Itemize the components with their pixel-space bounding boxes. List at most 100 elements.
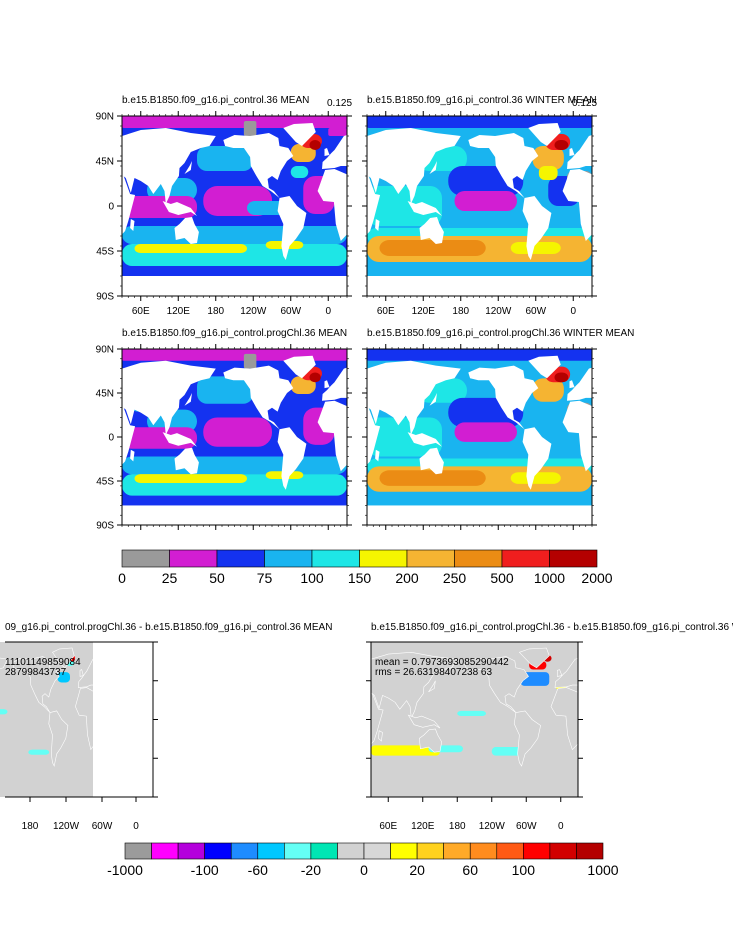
landmass: [322, 135, 347, 169]
landmass: [371, 779, 578, 797]
x-tick-label: 60E: [379, 821, 397, 832]
concentration-zone: [454, 191, 517, 211]
concentration-zone: [510, 242, 561, 254]
x-tick-label: 60W: [516, 821, 537, 832]
landmass: [567, 367, 592, 401]
colorbar-label: 150: [348, 570, 372, 586]
concentration-zone: [510, 472, 561, 484]
landmass: [375, 449, 380, 462]
mean-label-5: mean = 0.7973693085290442: [375, 657, 509, 668]
colorbar-difference: -1000 -100 -60 -20 0 20 60 100 1000: [107, 842, 619, 878]
colorbar-swatch: [406, 549, 455, 568]
rms-label-5: rms = 26.63198407238 63: [375, 667, 492, 678]
landmass: [419, 217, 444, 244]
x-tick-label: 60E: [377, 306, 395, 317]
colorbar-swatch: [177, 842, 205, 860]
landmass: [75, 687, 93, 751]
landmass: [375, 219, 380, 231]
landmass: [130, 449, 135, 462]
concentration-zone: [197, 376, 254, 404]
landmass: [407, 201, 442, 216]
x-tick-label: 60W: [525, 306, 546, 317]
concentration-zone: [554, 140, 569, 150]
concentration-zone: [532, 146, 564, 170]
colorbar-label: 20: [409, 862, 425, 878]
concentration-zone: [243, 353, 257, 369]
landmass: [569, 380, 575, 389]
concentration-zone: [379, 240, 486, 256]
landmass: [184, 393, 192, 406]
colorbar-label: 1000: [534, 570, 565, 586]
x-tick-label: 0: [570, 306, 576, 317]
x-tick-label: 60W: [92, 821, 113, 832]
panel-title-2: b.e15.B1850.f09_g16.pi_control.progChl.3…: [122, 328, 347, 339]
concentration-zone: [379, 470, 486, 486]
landmass: [554, 658, 578, 688]
concentration-zone: [309, 140, 321, 150]
landmass: [428, 680, 436, 693]
landmass: [418, 728, 443, 753]
concentration-zone: [57, 672, 70, 683]
concentration-zone: [0, 709, 8, 715]
landmass: [468, 133, 539, 198]
landmass: [367, 174, 381, 235]
landmass: [562, 169, 592, 241]
concentration-zone: [538, 166, 558, 180]
landmass: [12, 656, 60, 713]
colorbar-label: 60: [462, 862, 478, 878]
landmass: [468, 365, 539, 430]
concentration-zone: [122, 456, 347, 475]
x-tick-label: 120W: [53, 821, 80, 832]
colorbar-label: 100: [512, 862, 536, 878]
map-panel-1: [367, 116, 592, 296]
land-mask: [0, 647, 93, 797]
concentration-zone: [457, 710, 486, 717]
landmass: [528, 355, 561, 379]
colorbar-label: 1000: [587, 862, 618, 878]
landmass: [378, 730, 383, 742]
landmass: [122, 360, 216, 435]
map-panel-0: [122, 116, 347, 296]
concentration-zone: [290, 166, 309, 178]
y-tick-label: 45S: [96, 247, 114, 258]
colorbar-label: 50: [209, 570, 225, 586]
colorbar-swatch: [204, 842, 232, 860]
colorbar-label: -1000: [107, 862, 143, 878]
landmass: [122, 276, 347, 296]
colorbar-swatch: [454, 549, 503, 568]
rms-label-4: 28799843737: [5, 667, 67, 678]
landmass: [367, 406, 381, 465]
landmass: [371, 651, 458, 719]
landmass: [407, 432, 442, 447]
landmass: [324, 148, 330, 156]
landmass: [367, 505, 592, 525]
panel-title-0: b.e15.B1850.f09_g16.pi_control.36 MEAN: [122, 95, 309, 106]
landmass: [528, 123, 561, 146]
land-mask: [122, 355, 347, 525]
landmass: [569, 148, 575, 156]
concentration-zone: [328, 128, 347, 136]
landmass: [184, 161, 192, 174]
colorbar-swatch: [264, 549, 313, 568]
colorbar-label: 200: [395, 570, 419, 586]
x-tick-label: 120E: [411, 821, 435, 832]
concentration-zone: [309, 372, 321, 383]
y-tick-label: 0: [108, 202, 114, 213]
land-mask: [122, 123, 347, 296]
colorbar-swatch: [469, 842, 498, 860]
landmass: [52, 647, 75, 669]
y-tick-label: 90S: [96, 521, 114, 532]
x-tick-label: 120W: [479, 821, 506, 832]
landmass: [429, 393, 437, 406]
colorbar-swatch: [549, 549, 598, 568]
landmass: [367, 360, 461, 435]
colorbar-label: 500: [490, 570, 514, 586]
colorbar-swatch: [443, 842, 471, 860]
x-tick-label: 180: [449, 821, 466, 832]
landmass: [567, 135, 592, 169]
concentration-zone: [28, 749, 50, 755]
landmass: [317, 400, 347, 472]
landmass: [522, 427, 552, 490]
panel-corner-label-1: 0.125: [572, 98, 597, 109]
colorbar-swatch: [359, 549, 408, 568]
